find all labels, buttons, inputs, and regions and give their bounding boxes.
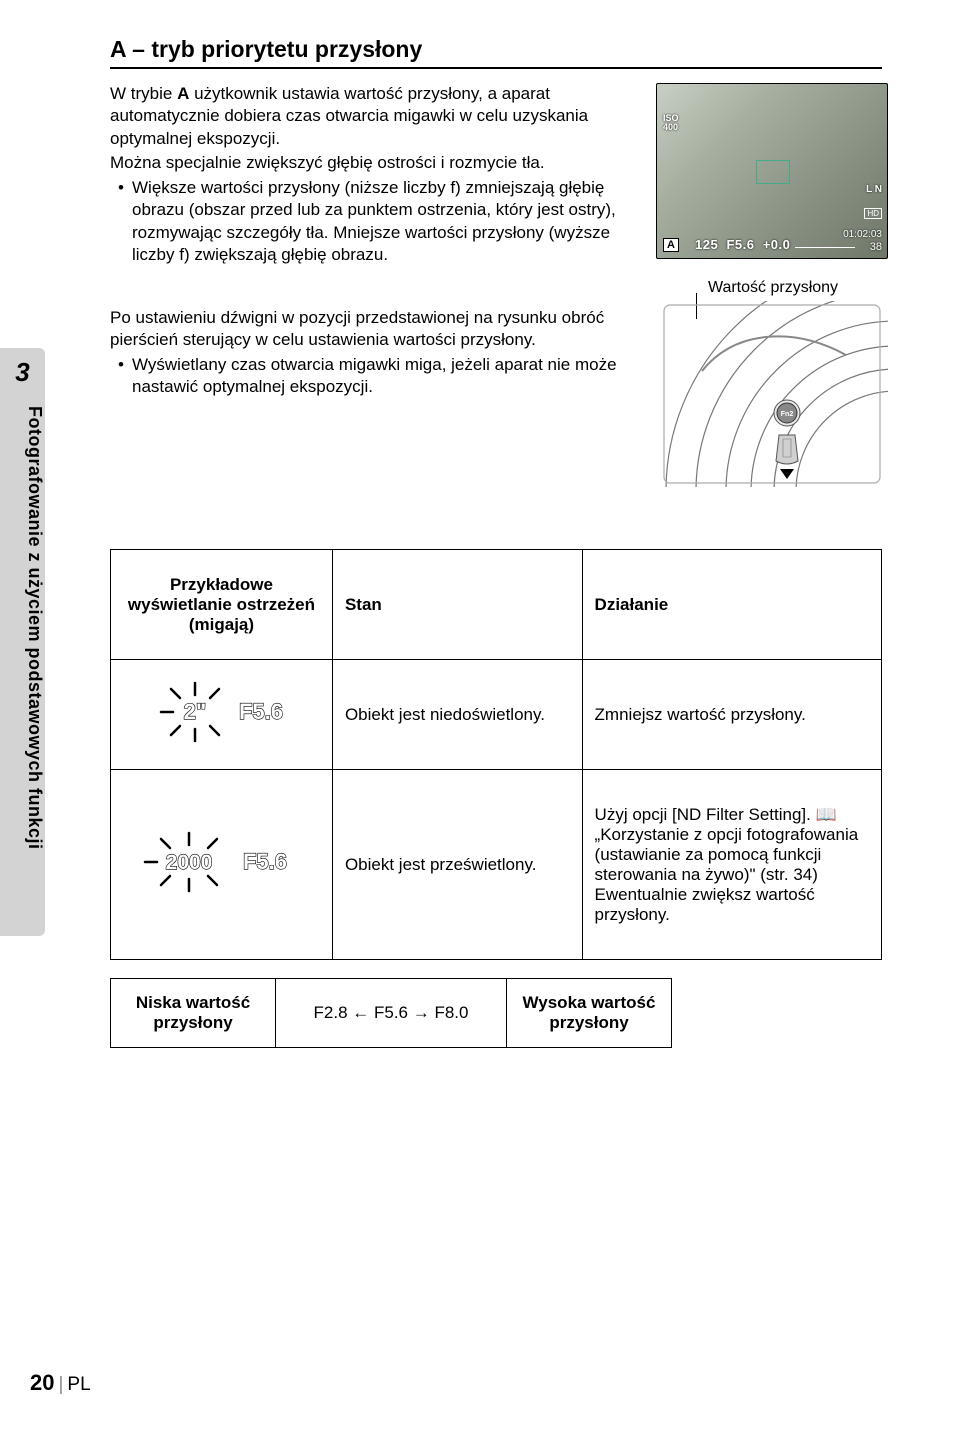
p1a: W trybie (110, 84, 177, 103)
exposure-values: 125 F5.6 +0.0 (695, 237, 790, 252)
shot-count: 38 (870, 241, 882, 253)
intro-text: W trybie A użytkownik ustawia wartość pr… (110, 83, 638, 297)
table-row: 2000 F5.6 Obiekt jest prześwietlony. Uży… (111, 770, 882, 960)
page-footer: 20|PL (30, 1370, 91, 1396)
chapter-title: Fotografowanie z użyciem podstawowych fu… (0, 396, 45, 936)
heading-text: A – tryb priorytetu przysłony (110, 36, 422, 62)
bullet1-text: Większe wartości przysłony (niższe liczb… (132, 177, 638, 267)
fn2-label: Fn2 (781, 411, 794, 418)
lcd-preview-image: ISO 400 A 125 F5.6 +0.0 L N HD 01:02:03 … (656, 83, 888, 259)
aperture-range-values: F2.8 ← F5.6 → F8.0 (276, 979, 507, 1048)
blink-display-overexposed: 2000 F5.6 (131, 827, 311, 902)
mode-indicator: A (663, 238, 679, 252)
hd-indicator: HD (864, 208, 882, 219)
aperture-value: F5.6 (726, 237, 754, 252)
camera-dial-illustration: Fn2 (656, 301, 888, 487)
intro-p1: W trybie A użytkownik ustawia wartość pr… (110, 83, 638, 150)
aperture-blink: F5.6 (243, 849, 287, 874)
warn-header-display: Przykładowe wyświetlanie ostrzeżeń (miga… (111, 550, 333, 660)
shutter-blink: 2000 (166, 851, 213, 874)
footer-separator: | (58, 1374, 63, 1395)
intro-p2: Można specjalnie zwiększyć głębię ostroś… (110, 152, 638, 174)
dial-b1-text: Wyświetlany czas otwarcia migawki miga, … (132, 354, 638, 399)
high-aperture-label: Wysoka wartość przysłony (507, 979, 672, 1048)
warn-header-state: Stan (332, 550, 582, 660)
action-underexposed: Zmniejsz wartość przysłony. (582, 660, 881, 770)
warning-table: Przykładowe wyświetlanie ostrzeżeń (miga… (110, 549, 882, 960)
page-number: 20 (30, 1370, 54, 1395)
action-overexposed: Użyj opcji [ND Filter Setting]. 📖 „Korzy… (582, 770, 881, 960)
iso-indicator: ISO 400 (663, 114, 679, 132)
bullet-dot: • (110, 354, 132, 399)
ev-value: +0.0 (763, 237, 791, 252)
state-underexposed: Obiekt jest niedoświetlony. (332, 660, 582, 770)
dial-bullet1: • Wyświetlany czas otwarcia migawki miga… (110, 354, 638, 399)
chapter-number: 3 (0, 348, 45, 396)
intro-bullet1: • Większe wartości przysłony (niższe lic… (110, 177, 638, 267)
low-aperture-label: Niska wartość przysłony (111, 979, 276, 1048)
shutter-blink: 2" (184, 699, 207, 724)
blink-display-underexposed: 2" F5.6 (131, 677, 311, 752)
aperture-blink: F5.6 (239, 699, 283, 724)
state-overexposed: Obiekt jest prześwietlony. (332, 770, 582, 960)
aperture-range-table: Niska wartość przysłony F2.8 ← F5.6 → F8… (110, 978, 672, 1048)
quality-indicator: L N (866, 184, 882, 195)
af-target-box (756, 160, 790, 184)
section-heading: A – tryb priorytetu przysłony (110, 36, 882, 69)
bullet-dot: • (110, 177, 132, 267)
ev-scale (795, 247, 855, 248)
chapter-tab: 3 Fotografowanie z użyciem podstawowych … (0, 348, 45, 936)
table-row: 2" F5.6 Obiekt jest niedoświetlony. Zmni… (111, 660, 882, 770)
arrow-down-icon (780, 469, 794, 479)
p1b: A (177, 84, 189, 103)
page-lang: PL (67, 1374, 90, 1395)
rec-time: 01:02:03 (843, 229, 882, 240)
display-caption: Wartość przysłony (656, 279, 890, 297)
dial-instructions: Po ustawieniu dźwigni w pozycji przedsta… (110, 307, 638, 487)
warn-header-action: Działanie (582, 550, 881, 660)
shutter-value: 125 (695, 237, 718, 252)
dial-p1: Po ustawieniu dźwigni w pozycji przedsta… (110, 307, 638, 352)
